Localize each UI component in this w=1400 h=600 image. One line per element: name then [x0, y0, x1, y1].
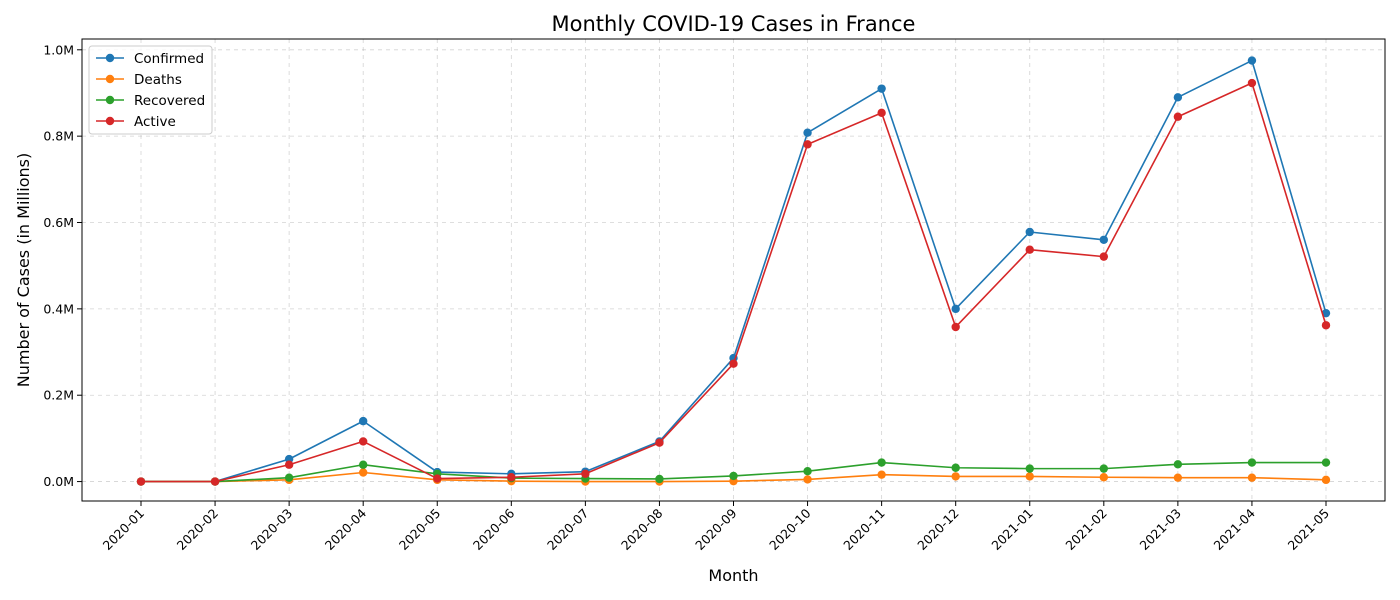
- x-tick-label: 2020-01: [100, 506, 148, 554]
- x-tick-label: 2020-02: [174, 506, 222, 554]
- legend-frame: [88, 45, 213, 135]
- chart-title: Monthly COVID-19 Cases in France: [552, 12, 916, 36]
- x-axis-label: Month: [708, 566, 758, 585]
- legend-label: Recovered: [134, 93, 205, 109]
- data-point-active: [729, 359, 738, 368]
- data-point-deaths: [803, 475, 812, 484]
- legend-item-confirmed: Confirmed: [96, 51, 204, 67]
- y-tick-label: 0.6M: [43, 215, 74, 230]
- x-tick-label: 2020-11: [840, 506, 888, 554]
- data-point-recovered: [1247, 458, 1257, 467]
- legend-item-active: Active: [96, 114, 176, 130]
- data-point-deaths: [1173, 473, 1183, 482]
- y-tick-label: 0.2M: [43, 388, 74, 403]
- data-point-recovered: [729, 471, 738, 481]
- data-point-active: [358, 437, 368, 446]
- data-point-active: [1173, 112, 1183, 121]
- data-point-active: [1321, 321, 1331, 330]
- data-point-recovered: [284, 473, 294, 482]
- y-axis: 0.0M 0.2M 0.4M 0.6M 0.8M 1.0M: [43, 42, 82, 489]
- x-tick-label: 2020-06: [470, 505, 518, 553]
- data-point-active: [210, 477, 220, 486]
- data-point-recovered: [803, 467, 812, 476]
- data-point-recovered: [655, 474, 664, 484]
- data-point-deaths: [877, 470, 886, 479]
- data-point-confirmed: [1247, 56, 1257, 65]
- legend-marker: [105, 116, 115, 126]
- data-point-confirmed: [1099, 235, 1109, 244]
- data-point-recovered: [951, 463, 960, 472]
- y-axis-label: Number of Cases (in Millions): [14, 153, 33, 387]
- x-tick-label: 2021-01: [988, 506, 1036, 554]
- data-point-active: [1099, 252, 1109, 261]
- x-tick-label: 2021-02: [1062, 506, 1110, 554]
- data-point-recovered: [1099, 464, 1109, 473]
- data-point-deaths: [358, 468, 368, 477]
- x-tick-label: 2021-05: [1285, 506, 1333, 554]
- x-tick-label: 2020-10: [766, 505, 814, 553]
- x-tick-label: 2021-03: [1136, 506, 1184, 554]
- data-point-recovered: [1025, 464, 1034, 473]
- legend-label: Active: [134, 114, 176, 130]
- data-point-confirmed: [358, 416, 368, 426]
- series-active: [136, 78, 1331, 486]
- legend-marker: [105, 74, 115, 84]
- data-point-confirmed: [1321, 308, 1331, 318]
- legend-marker: [105, 53, 115, 63]
- data-point-recovered: [1173, 460, 1183, 469]
- data-point-active: [507, 473, 516, 482]
- data-point-active: [581, 469, 590, 478]
- x-tick-label: 2020-09: [692, 505, 740, 553]
- x-tick-label: 2020-03: [248, 506, 296, 554]
- data-point-deaths: [951, 472, 960, 481]
- grid: [82, 39, 1385, 501]
- data-point-deaths: [1099, 473, 1109, 482]
- data-point-active: [655, 438, 664, 447]
- data-point-active: [1247, 78, 1257, 88]
- data-point-deaths: [1025, 472, 1034, 481]
- y-tick-label: 0.8M: [43, 129, 74, 144]
- y-tick-label: 0.4M: [43, 301, 74, 316]
- data-point-confirmed: [1173, 93, 1183, 102]
- y-tick-label: 1.0M: [43, 42, 74, 57]
- series-layer: [136, 56, 1331, 486]
- x-tick-label: 2020-12: [914, 506, 962, 554]
- data-point-active: [803, 140, 812, 149]
- data-point-deaths: [1321, 475, 1331, 485]
- data-point-confirmed: [951, 304, 960, 314]
- y-tick-label: 0.0M: [43, 474, 74, 489]
- data-point-active: [1025, 245, 1034, 254]
- data-point-confirmed: [803, 128, 812, 137]
- data-point-active: [433, 474, 442, 483]
- data-point-recovered: [877, 458, 886, 467]
- data-point-active: [136, 477, 146, 486]
- data-point-confirmed: [1025, 227, 1034, 237]
- legend-label: Confirmed: [134, 51, 204, 67]
- legend: Confirmed Deaths Recovered Active: [88, 45, 213, 135]
- x-tick-label: 2020-08: [618, 505, 666, 553]
- x-tick-label: 2020-05: [396, 506, 444, 554]
- x-tick-label: 2020-07: [544, 506, 592, 554]
- legend-item-recovered: Recovered: [96, 93, 205, 109]
- data-point-deaths: [1247, 473, 1257, 482]
- legend-label: Deaths: [134, 72, 182, 88]
- x-tick-label: 2021-04: [1211, 505, 1259, 553]
- x-tick-label: 2020-04: [322, 505, 370, 553]
- legend-marker: [105, 95, 115, 105]
- data-point-recovered: [358, 460, 368, 469]
- x-axis: 2020-01 2020-02 2020-03 2020-04 2020-05 2020-…: [100, 501, 1333, 554]
- data-point-active: [877, 108, 886, 118]
- legend-item-deaths: Deaths: [96, 72, 182, 88]
- data-point-active: [951, 322, 960, 332]
- data-point-active: [284, 460, 294, 469]
- data-point-confirmed: [877, 84, 886, 93]
- data-point-recovered: [1321, 458, 1331, 467]
